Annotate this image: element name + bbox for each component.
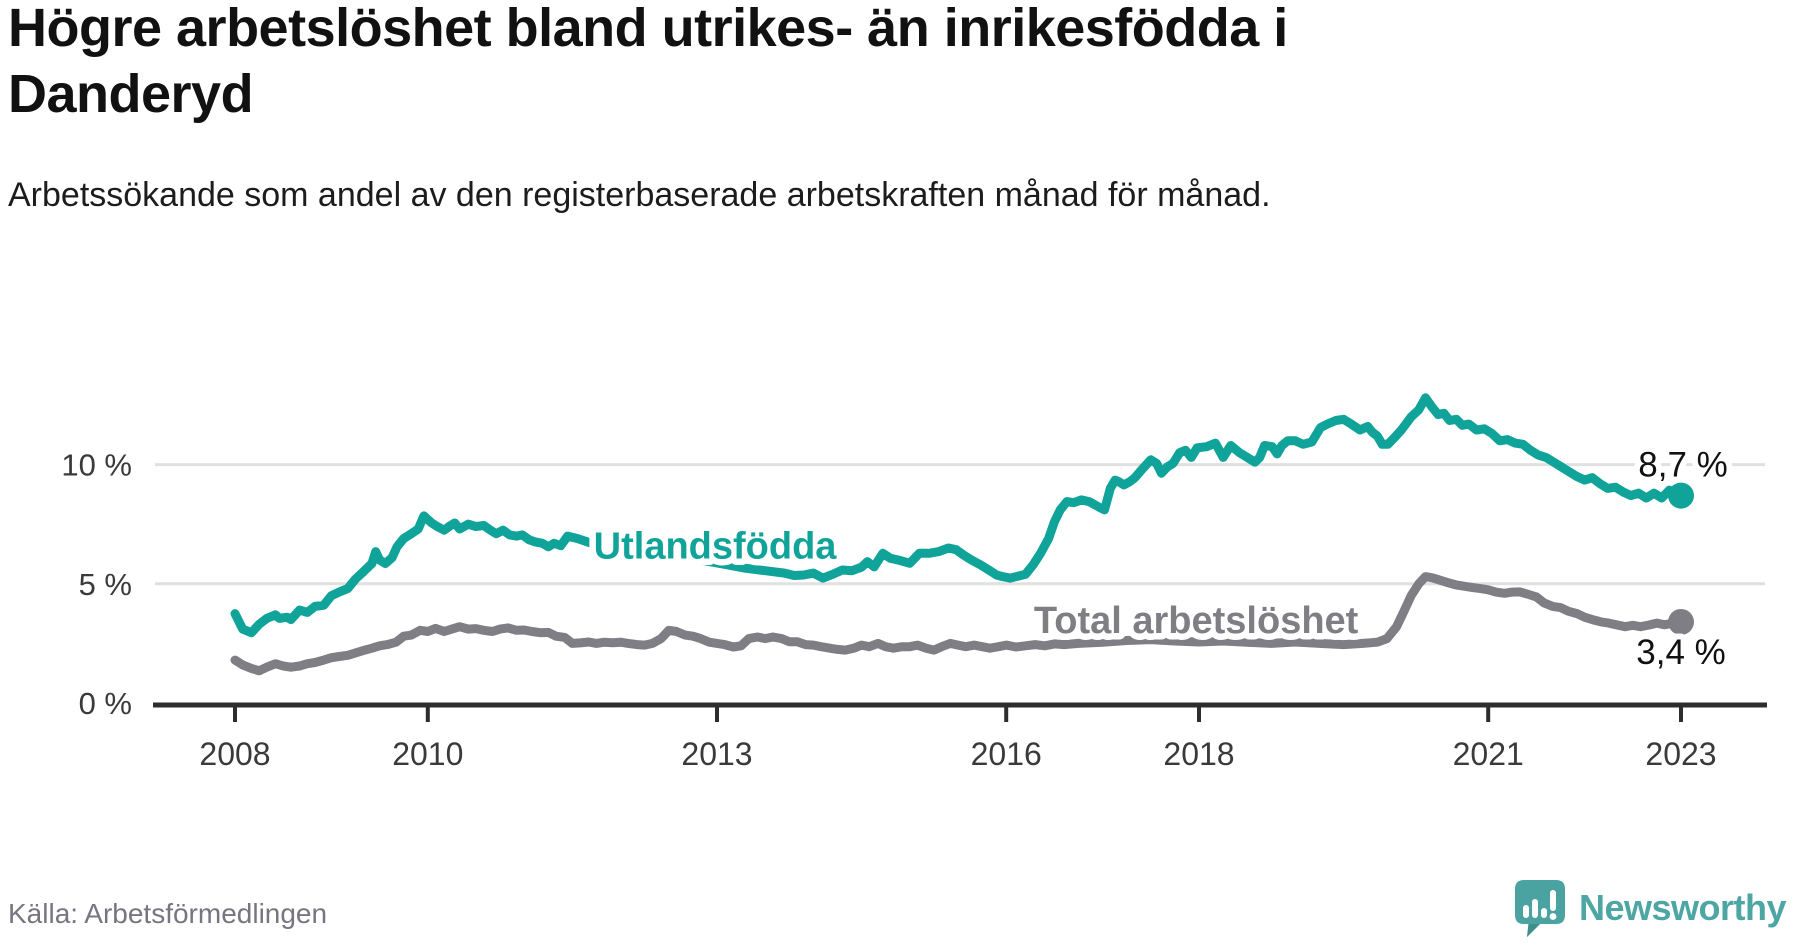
x-axis-tick-label: 2013 (681, 736, 752, 772)
source-attribution: Källa: Arbetsförmedlingen (8, 898, 328, 929)
series-end-value-label: 8,7 % (1638, 446, 1728, 485)
x-axis-tick-label: 2021 (1453, 736, 1524, 772)
series-inline-label: Total arbetslöshet (1034, 600, 1359, 642)
x-axis-tick-label: 2018 (1163, 736, 1234, 772)
x-axis-tick-label: 2010 (392, 736, 463, 772)
x-axis-tick-label: 2023 (1645, 736, 1716, 772)
series-end-dot (1668, 482, 1694, 509)
y-axis-tick-label: 0 % (79, 686, 132, 721)
series-line (230, 393, 1686, 638)
newsworthy-speech-bubble-chart-icon (1514, 880, 1565, 937)
series-end-value-label: 3,4 % (1636, 633, 1726, 672)
chart-labels: 0 % 5 % 10 % 2008 2010 2013 2016 2018 2021 2023 Ut… (61, 440, 1733, 772)
x-axis-tick-label: 2016 (971, 736, 1042, 772)
newsworthy-logo: Newsworthy (1512, 878, 1787, 938)
y-axis-tick-label: 10 % (61, 448, 132, 483)
brand-wordmark: Newsworthy (1578, 887, 1787, 928)
page-subtitle: Arbetssökande som andel av den registerb… (8, 176, 1271, 214)
series-inline-label: Utlandsfödda (594, 526, 838, 568)
y-axis-tick-label: 5 % (79, 567, 132, 602)
data-series (230, 393, 1694, 676)
line-chart: 0 % 5 % 10 % 2008 2010 2013 2016 2018 2021 2023 Ut… (61, 393, 1767, 772)
axes (153, 702, 1767, 722)
series-end-dot (1668, 608, 1694, 635)
series-line (230, 572, 1686, 676)
x-axis-tick-label: 2008 (199, 736, 270, 772)
gridlines (155, 463, 1765, 586)
page-title: Högre arbetslöshet bland utrikes- än inr… (8, 0, 1288, 124)
